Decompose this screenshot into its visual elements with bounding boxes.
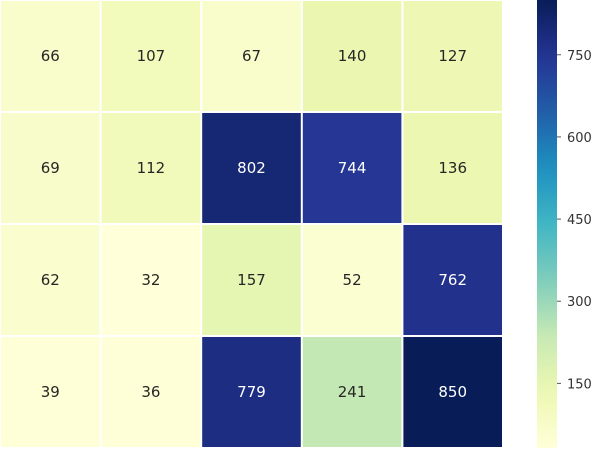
heatmap-cell-r2-c0	[1, 225, 100, 335]
heatmap-cell-r0-c2	[202, 1, 301, 111]
cell-label-r3-c1: 36	[141, 383, 160, 401]
cell-label-r1-c0: 69	[41, 159, 60, 177]
heatmap-cell-r3-c1	[101, 337, 201, 447]
heatmap-cell-r1-c0	[1, 113, 100, 223]
cell-label-r3-c2: 779	[237, 383, 266, 401]
cell-label-r1-c3: 744	[338, 159, 367, 177]
cell-label-r3-c3: 241	[338, 383, 367, 401]
heatmap-cell-r3-c2	[202, 337, 301, 447]
heatmap-cell-r0-c1	[101, 1, 201, 111]
cell-label-r0-c4: 127	[438, 47, 467, 65]
heatmap-cell-r1-c4	[403, 113, 502, 223]
cell-label-r2-c1: 32	[141, 271, 160, 289]
heatmap-cell-r3-c4	[403, 337, 502, 447]
colorbar-tick-label-750: 750	[567, 49, 591, 64]
cell-label-r2-c2: 157	[237, 271, 266, 289]
cell-label-r3-c0: 39	[41, 383, 60, 401]
colorbar	[537, 0, 557, 448]
cell-label-r1-c1: 112	[137, 159, 166, 177]
cell-label-r2-c0: 62	[41, 271, 60, 289]
colorbar-tick-label-450: 450	[567, 213, 591, 228]
heatmap-cell-r3-c3	[302, 337, 402, 447]
colorbar-tick-label-300: 300	[567, 295, 591, 310]
heatmap-cell-r1-c3	[302, 113, 402, 223]
cell-label-r0-c3: 140	[338, 47, 367, 65]
cell-label-r3-c4: 850	[438, 383, 467, 401]
heatmap-cell-r0-c4	[403, 1, 502, 111]
cell-label-r2-c4: 762	[438, 271, 467, 289]
colorbar-tick-label-150: 150	[567, 377, 591, 392]
cell-label-r0-c0: 66	[41, 47, 60, 65]
heatmap-cell-r2-c4	[403, 225, 502, 335]
cell-label-r1-c2: 802	[237, 159, 266, 177]
cell-label-r0-c1: 107	[137, 47, 166, 65]
heatmap-cell-r0-c3	[302, 1, 402, 111]
heatmap-cell-r1-c2	[202, 113, 301, 223]
heatmap-cell-r1-c1	[101, 113, 201, 223]
cell-label-r2-c3: 52	[343, 271, 362, 289]
cell-label-r0-c2: 67	[242, 47, 261, 65]
heatmap-cell-r2-c3	[302, 225, 402, 335]
cell-label-r1-c4: 136	[438, 159, 467, 177]
heatmap-cell-r3-c0	[1, 337, 100, 447]
heatmap-cell-r0-c0	[1, 1, 100, 111]
colorbar-tick-label-600: 600	[567, 131, 591, 146]
heatmap-cell-r2-c2	[202, 225, 301, 335]
heatmap-cell-r2-c1	[101, 225, 201, 335]
